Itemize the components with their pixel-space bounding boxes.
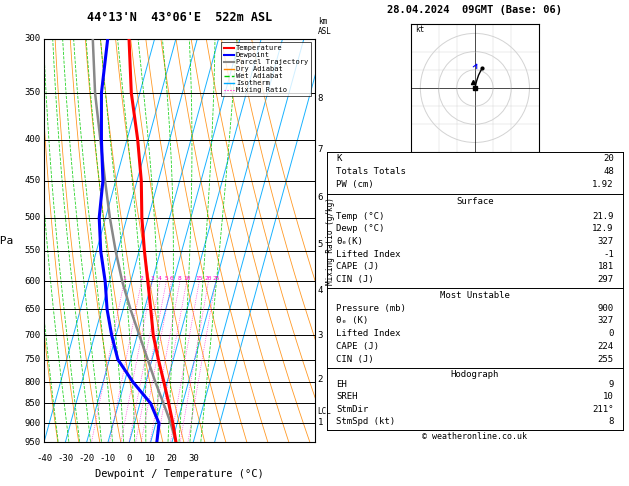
Text: Pressure (mb): Pressure (mb) — [336, 304, 406, 312]
Text: hPa: hPa — [0, 236, 13, 245]
Text: 900: 900 — [598, 304, 614, 312]
Text: -40: -40 — [36, 454, 52, 464]
Text: 327: 327 — [598, 316, 614, 325]
Text: Lifted Index: Lifted Index — [336, 329, 401, 338]
Text: LCL: LCL — [318, 407, 331, 416]
Text: 800: 800 — [25, 378, 41, 387]
Text: StmDir: StmDir — [336, 404, 368, 414]
Text: 650: 650 — [25, 305, 41, 314]
Text: 7: 7 — [318, 144, 323, 154]
Text: 224: 224 — [598, 342, 614, 351]
Text: 8: 8 — [608, 417, 614, 426]
Text: 44°13'N  43°06'E  522m ASL: 44°13'N 43°06'E 522m ASL — [87, 11, 272, 24]
Text: -1: -1 — [603, 250, 614, 259]
Text: EH: EH — [336, 380, 347, 389]
Text: PW (cm): PW (cm) — [336, 180, 374, 190]
Text: 211°: 211° — [593, 404, 614, 414]
Text: K: K — [336, 154, 342, 163]
Text: © weatheronline.co.uk: © weatheronline.co.uk — [423, 432, 527, 441]
Text: 327: 327 — [598, 237, 614, 246]
Text: 2: 2 — [140, 277, 143, 281]
Text: 6: 6 — [318, 193, 323, 202]
Text: 15: 15 — [196, 277, 203, 281]
Text: 600: 600 — [25, 277, 41, 286]
Text: CAPE (J): CAPE (J) — [336, 342, 379, 351]
Text: Totals Totals: Totals Totals — [336, 167, 406, 176]
Text: CIN (J): CIN (J) — [336, 355, 374, 364]
Text: 1.92: 1.92 — [593, 180, 614, 190]
Text: 6: 6 — [170, 277, 174, 281]
Text: 3: 3 — [150, 277, 154, 281]
Text: 400: 400 — [25, 135, 41, 144]
Text: 4: 4 — [158, 277, 162, 281]
Text: θₑ(K): θₑ(K) — [336, 237, 363, 246]
Text: km
ASL: km ASL — [318, 17, 331, 36]
Text: 0: 0 — [608, 329, 614, 338]
Text: -20: -20 — [79, 454, 95, 464]
Text: 750: 750 — [25, 355, 41, 364]
Text: Surface: Surface — [456, 197, 494, 206]
Text: 255: 255 — [598, 355, 614, 364]
Text: Temp (°C): Temp (°C) — [336, 212, 384, 221]
Text: 9: 9 — [608, 380, 614, 389]
Text: 1: 1 — [318, 418, 323, 427]
Text: CAPE (J): CAPE (J) — [336, 262, 379, 271]
Text: CIN (J): CIN (J) — [336, 275, 374, 284]
Text: 300: 300 — [25, 35, 41, 43]
Text: 30: 30 — [188, 454, 199, 464]
Text: Most Unstable: Most Unstable — [440, 291, 510, 300]
Text: 297: 297 — [598, 275, 614, 284]
Text: 25: 25 — [212, 277, 220, 281]
Text: 10: 10 — [145, 454, 156, 464]
Legend: Temperature, Dewpoint, Parcel Trajectory, Dry Adiabat, Wet Adiabat, Isotherm, Mi: Temperature, Dewpoint, Parcel Trajectory… — [221, 42, 311, 96]
Text: 12.9: 12.9 — [593, 225, 614, 233]
Text: 550: 550 — [25, 246, 41, 256]
Text: 450: 450 — [25, 176, 41, 185]
Text: 5: 5 — [164, 277, 168, 281]
Text: 28.04.2024  09GMT (Base: 06): 28.04.2024 09GMT (Base: 06) — [387, 5, 562, 15]
Text: 1: 1 — [123, 277, 126, 281]
Text: 500: 500 — [25, 213, 41, 222]
Text: 20: 20 — [204, 277, 212, 281]
Text: kt: kt — [415, 25, 424, 34]
Text: 3: 3 — [318, 331, 323, 340]
Text: Dewpoint / Temperature (°C): Dewpoint / Temperature (°C) — [95, 469, 264, 479]
Text: 2: 2 — [318, 375, 323, 384]
Text: 21.9: 21.9 — [593, 212, 614, 221]
Text: -10: -10 — [100, 454, 116, 464]
Text: 350: 350 — [25, 88, 41, 97]
Text: 950: 950 — [25, 438, 41, 447]
Text: 181: 181 — [598, 262, 614, 271]
Text: SREH: SREH — [336, 392, 357, 401]
Text: 0: 0 — [126, 454, 132, 464]
Text: 48: 48 — [603, 167, 614, 176]
Text: Lifted Index: Lifted Index — [336, 250, 401, 259]
Text: θₑ (K): θₑ (K) — [336, 316, 368, 325]
Text: 20: 20 — [603, 154, 614, 163]
Text: 4: 4 — [318, 286, 323, 295]
Text: 10: 10 — [603, 392, 614, 401]
Text: StmSpd (kt): StmSpd (kt) — [336, 417, 395, 426]
Text: -30: -30 — [57, 454, 74, 464]
Text: 10: 10 — [183, 277, 191, 281]
Text: Mixing Ratio (g/kg): Mixing Ratio (g/kg) — [326, 197, 335, 284]
Text: 8: 8 — [318, 94, 323, 103]
Text: Hodograph: Hodograph — [451, 370, 499, 379]
Text: 850: 850 — [25, 399, 41, 408]
Text: 20: 20 — [167, 454, 177, 464]
Text: 8: 8 — [178, 277, 182, 281]
Text: 900: 900 — [25, 419, 41, 428]
Text: 700: 700 — [25, 331, 41, 340]
Text: Dewp (°C): Dewp (°C) — [336, 225, 384, 233]
Text: 5: 5 — [318, 240, 323, 249]
